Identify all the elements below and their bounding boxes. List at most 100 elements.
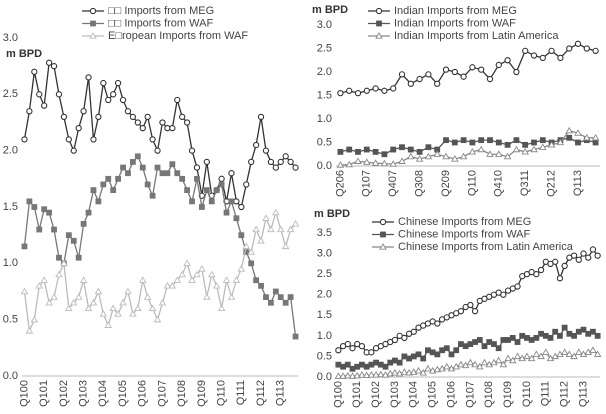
data-point — [556, 350, 564, 358]
y-tick-label: 2.0 — [317, 289, 332, 301]
data-point — [380, 159, 389, 167]
data-point — [565, 350, 574, 358]
data-point — [124, 108, 132, 115]
data-point — [490, 358, 498, 366]
data-point — [213, 187, 220, 193]
data-point — [267, 158, 275, 166]
data-point — [460, 137, 467, 144]
y-tick-label: 1.0 — [3, 257, 18, 269]
data-point — [292, 333, 299, 340]
data-point — [189, 198, 195, 205]
data-point — [90, 187, 97, 193]
data-point — [513, 352, 522, 360]
data-point — [26, 198, 33, 205]
x-tick-label: Q104 — [408, 381, 420, 408]
data-point — [262, 214, 270, 221]
data-point — [119, 96, 127, 104]
data-point — [163, 281, 172, 289]
data-point — [337, 90, 344, 97]
legend-marker — [380, 231, 386, 238]
legend-label: Chinese Imports from Latin America — [398, 241, 574, 253]
data-point — [467, 341, 474, 347]
data-point — [95, 113, 102, 121]
data-point — [286, 225, 295, 233]
data-point — [443, 345, 450, 352]
data-point — [129, 310, 137, 317]
data-point — [425, 71, 432, 78]
data-point — [340, 363, 346, 370]
legend-label: Indian Imports from WAF — [394, 17, 516, 29]
x-tick-label: Q110 — [216, 380, 228, 406]
data-point — [358, 371, 366, 378]
y-tick-label: 0.0 — [3, 370, 18, 382]
x-tick-label: Q108 — [483, 381, 495, 408]
data-point — [124, 287, 132, 295]
legend-label: Indian Imports from MEG — [394, 5, 517, 17]
data-point — [485, 360, 493, 368]
data-point — [579, 350, 588, 358]
data-point — [448, 351, 455, 358]
data-point — [462, 343, 469, 350]
data-point — [233, 198, 240, 205]
data-point — [500, 337, 507, 343]
data-point — [354, 90, 362, 97]
data-point — [194, 175, 200, 182]
data-point — [79, 276, 88, 283]
x-tick-label: Q209 — [440, 170, 452, 197]
data-point — [419, 368, 427, 376]
x-tick-label: Q113 — [577, 381, 589, 407]
data-point — [459, 152, 468, 160]
data-point — [519, 332, 526, 339]
data-point — [203, 293, 211, 300]
data-point — [452, 362, 460, 370]
data-point — [354, 157, 362, 164]
legend-marker — [375, 32, 383, 39]
y-tick-label: 3.5 — [317, 227, 332, 239]
x-tick-label: Q308 — [414, 170, 426, 197]
data-point — [585, 254, 592, 261]
data-point — [85, 74, 92, 81]
data-point — [218, 175, 225, 182]
data-point — [277, 158, 284, 166]
data-point — [232, 276, 241, 283]
data-point — [457, 308, 465, 315]
data-point — [257, 236, 265, 244]
data-point — [367, 371, 376, 378]
data-point — [592, 47, 599, 54]
data-point — [539, 137, 546, 144]
data-point — [174, 96, 181, 104]
legend-label: □□ Imports from WAF — [108, 17, 213, 29]
data-point — [349, 365, 356, 372]
data-point — [468, 147, 477, 155]
data-point — [21, 243, 28, 250]
data-point — [344, 361, 351, 368]
data-point — [442, 66, 450, 73]
data-point — [514, 339, 521, 345]
data-point — [424, 364, 432, 372]
data-point — [537, 266, 545, 274]
x-tick-label: Q103 — [389, 381, 401, 408]
data-point — [258, 282, 264, 289]
data-point — [217, 304, 226, 312]
data-point — [218, 181, 225, 188]
data-point — [537, 352, 545, 360]
x-tick-label: Q206 — [334, 170, 346, 197]
x-tick-label: Q110 — [466, 170, 478, 196]
x-tick-label: Q410 — [493, 170, 505, 197]
data-point — [512, 145, 521, 153]
data-point — [100, 79, 107, 87]
x-tick-label: Q103 — [78, 380, 90, 407]
data-point — [476, 362, 484, 370]
data-point — [20, 287, 29, 295]
data-point — [89, 298, 98, 306]
series-line — [23, 61, 297, 209]
data-point — [80, 108, 87, 115]
data-point — [178, 270, 186, 278]
legend-label: E□ropean Imports from WAF — [108, 30, 248, 42]
data-point — [334, 372, 343, 379]
data-point — [434, 80, 441, 87]
data-point — [491, 341, 497, 347]
data-point — [561, 262, 568, 270]
data-point — [105, 96, 112, 104]
data-point — [566, 134, 573, 141]
